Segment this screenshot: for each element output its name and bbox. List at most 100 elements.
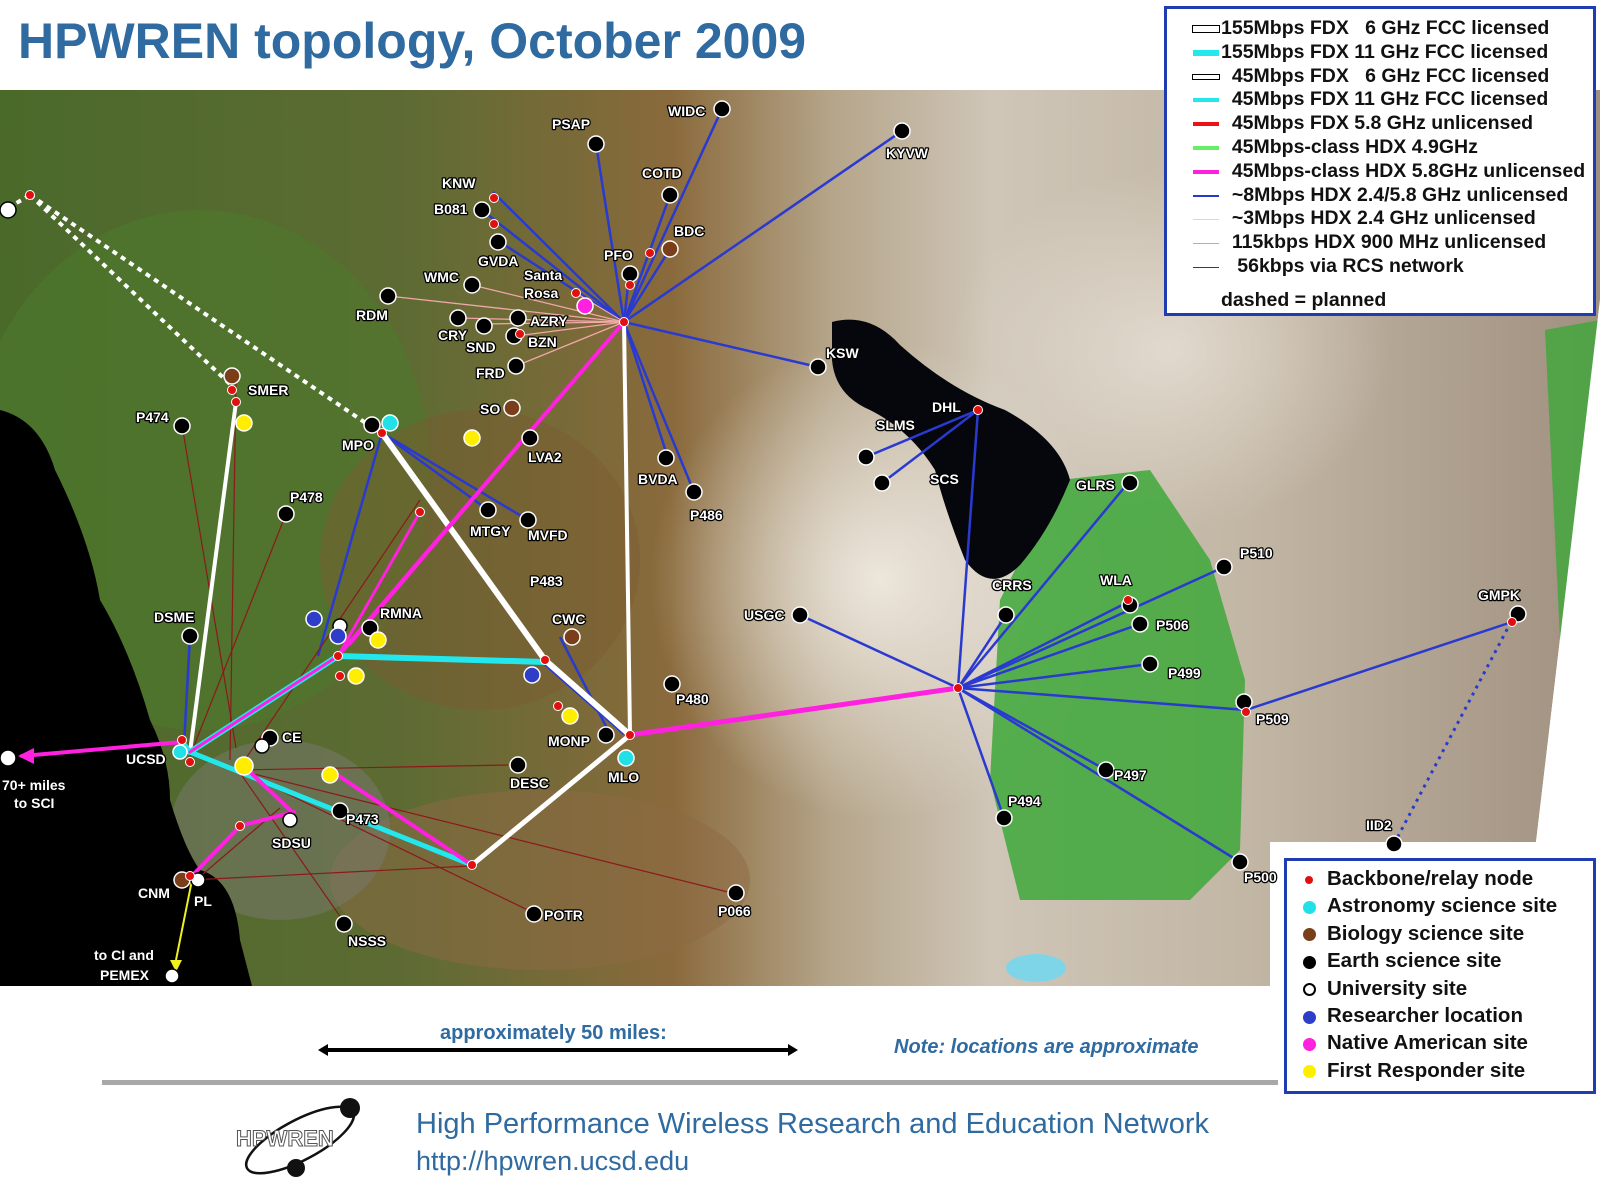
hpwren-logo: HPWREN <box>236 1098 360 1177</box>
mountain-area <box>330 790 750 970</box>
site-label: CWC <box>552 611 585 627</box>
site-type-legend: Backbone/relay node Astronomy science sit… <box>1284 858 1596 1094</box>
site-legend-label: University site <box>1327 976 1468 1000</box>
site-label: BZN <box>528 334 557 350</box>
site-label: UCSD <box>126 751 166 767</box>
site-label: IID2 <box>1366 817 1392 833</box>
link-legend-item: 155Mbps FDX 11 GHz FCC licensed <box>1167 41 1595 65</box>
mountain-area <box>320 410 640 710</box>
destination-label: to SCI <box>14 795 54 811</box>
site-legend-label: Astronomy science site <box>1327 894 1558 918</box>
site-label: P509 <box>1256 711 1289 727</box>
site-label: P499 <box>1168 665 1201 681</box>
site-color-dot <box>1305 876 1313 884</box>
site-label: AZRY <box>530 313 568 329</box>
link-legend-item: 45Mbps FDX 6 GHz FCC licensed <box>1167 65 1595 89</box>
site-label: DESC <box>510 775 549 791</box>
site-label: LVA2 <box>528 449 562 465</box>
link-legend-item: 115kbps HDX 900 MHz unlicensed <box>1167 231 1595 255</box>
link-legend-item: 45Mbps-class HDX 4.9GHz <box>1167 136 1595 160</box>
site-label: FRD <box>476 365 505 381</box>
site-label: USGC <box>744 607 784 623</box>
link-legend-item: ~3Mbps HDX 2.4 GHz unlicensed <box>1167 207 1595 231</box>
link-legend-label: 45Mbps FDX 5.8 GHz unlicensed <box>1221 112 1534 135</box>
link-color-swatch <box>1193 98 1219 103</box>
site-label: DHL <box>932 399 961 415</box>
site-label: P474 <box>136 409 169 425</box>
site-label: P510 <box>1240 545 1273 561</box>
lake <box>1006 954 1066 982</box>
link-legend-item: ~8Mbps HDX 2.4/5.8 GHz unlicensed <box>1167 184 1595 208</box>
site-label: WLA <box>1100 572 1132 588</box>
link-color-swatch <box>1192 25 1220 33</box>
site-label: KNW <box>442 175 476 191</box>
footer-divider <box>102 1080 1278 1085</box>
site-color-dot <box>1302 900 1316 914</box>
site-label: WMC <box>424 269 459 285</box>
destination-label: to CI and <box>94 947 154 963</box>
link-color-swatch <box>1193 242 1219 244</box>
scale-label: approximately 50 miles: <box>440 1022 667 1044</box>
approximate-locations-note: Note: locations are approximate <box>894 1036 1199 1058</box>
site-color-dot <box>1302 928 1316 942</box>
links <box>6 108 1519 972</box>
dashed-planned-note: dashed = planned <box>1221 289 1387 311</box>
site-legend-item: Earth science site <box>1287 949 1593 975</box>
site-label: COTD <box>642 165 682 181</box>
page-title: HPWREN topology, October 2009 <box>18 13 807 69</box>
site-label: MTGY <box>470 523 511 539</box>
site-legend-item: University site <box>1287 977 1593 1003</box>
forest-area <box>0 210 430 730</box>
site-label: PFO <box>604 247 633 263</box>
site-legend-label: Earth science site <box>1327 949 1502 973</box>
link-legend-label: 115kbps HDX 900 MHz unlicensed <box>1221 231 1547 254</box>
link-legend-label: 155Mbps FDX 6 GHz FCC licensed <box>1221 17 1550 39</box>
site-label: MONP <box>548 733 590 749</box>
site-legend-label: Backbone/relay node <box>1327 867 1534 890</box>
organization-url[interactable]: http://hpwren.ucsd.edu <box>416 1146 690 1176</box>
site-label: KSW <box>826 345 859 361</box>
site-label: SCS <box>930 471 959 487</box>
site-legend-item: Biology science site <box>1287 922 1593 948</box>
link-color-swatch <box>1193 266 1219 268</box>
site-label: GMPK <box>1478 587 1520 603</box>
link-color-swatch <box>1193 218 1219 221</box>
link-legend-label: 45Mbps FDX 11 GHz FCC licensed <box>1221 88 1549 111</box>
sites <box>0 100 1527 984</box>
site-label: PSAP <box>552 116 590 132</box>
map-mask <box>1536 300 1600 842</box>
link-legend-label: 45Mbps FDX 6 GHz FCC licensed <box>1221 64 1550 87</box>
link-color-swatch <box>1193 146 1219 150</box>
link-legend-label: 45Mbps-class HDX 4.9GHz <box>1221 136 1478 158</box>
site-legend-item: Backbone/relay node <box>1287 867 1593 893</box>
link-color-swatch <box>1193 49 1219 56</box>
site-color-dot <box>1302 1065 1316 1079</box>
site-label: GVDA <box>478 253 518 269</box>
link-type-legend: 155Mbps FDX 6 GHz FCC licensed 155Mbps FD… <box>1164 6 1596 316</box>
site-color-dot <box>1302 1010 1316 1024</box>
site-label: P478 <box>290 489 323 505</box>
pacific-ocean <box>0 410 252 986</box>
site-color-dot <box>1302 983 1316 997</box>
backbone-nodes <box>25 190 1517 881</box>
site-label: P066 <box>718 903 751 919</box>
site-label: CNM <box>138 885 170 901</box>
link-legend-label: ~3Mbps HDX 2.4 GHz unlicensed <box>1221 207 1536 230</box>
site-label: SND <box>466 339 496 355</box>
site-color-dot <box>1302 1037 1316 1051</box>
site-label: WIDC <box>668 103 705 119</box>
site-label: MPO <box>342 437 374 453</box>
site-label: CRY <box>438 327 468 343</box>
site-label: RMNA <box>380 605 422 621</box>
site-legend-label: First Responder site <box>1327 1058 1526 1082</box>
site-label: Santa <box>524 267 562 283</box>
link-legend-item: 45Mbps-class HDX 5.8GHz unlicensed <box>1167 160 1595 184</box>
link-legend-item: 45Mbps FDX 11 GHz FCC licensed <box>1167 88 1595 112</box>
site-label: B081 <box>434 201 468 217</box>
organization-name: High Performance Wireless Research and E… <box>416 1108 1210 1140</box>
logo-text: HPWREN <box>236 1126 334 1151</box>
site-label: SMER <box>248 382 288 398</box>
link-color-swatch <box>1193 169 1219 174</box>
site-color-dot <box>1302 955 1316 969</box>
site-label: P506 <box>1156 617 1189 633</box>
